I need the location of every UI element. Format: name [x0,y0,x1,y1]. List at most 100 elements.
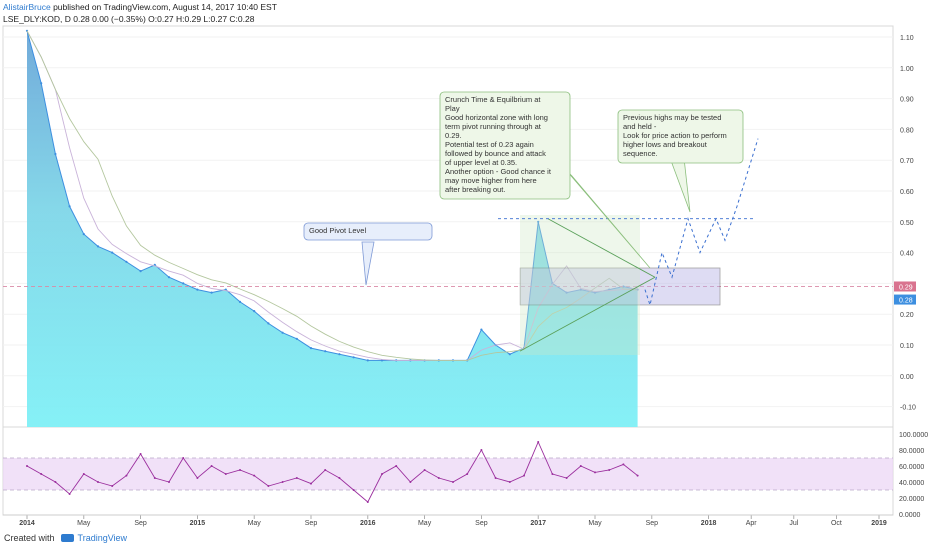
price-point [182,282,185,285]
rsi-point [196,477,199,479]
rsi-point [523,474,525,477]
time-axis: 2014 May Sep 2015 May Sep 2016 May Sep 2017 May Sep… [3,514,893,527]
price-point [210,291,213,294]
highs-note-line: Previous highs may be tested [623,113,721,122]
rsi-point [54,481,57,483]
price-tick-label: -0.10 [900,405,916,412]
pivot-price-tag [894,281,916,292]
rsi-point [622,463,625,466]
projected-path [644,138,759,307]
price-point [338,353,341,356]
tradingview-brand[interactable]: TradingView [77,533,128,543]
time-tick-label: 2014 [19,520,35,527]
rsi-series [26,440,639,503]
triangle-upper-line [547,218,656,278]
time-tick-label: 2015 [190,520,206,527]
rsi-point [423,469,426,471]
time-tick-label: 2018 [701,520,717,527]
highs-note-line: Look for price action to perform [623,131,727,140]
crunch-note-line: Play [445,104,460,113]
rsi-point [409,481,412,483]
highs-note-line: sequence. [623,149,658,158]
highs-note-line: higher lows and breakout [623,140,708,149]
pivot-note-pointer [361,241,375,286]
rsi-point [168,481,170,483]
published-text: published on TradingView.com, August 14,… [50,2,277,12]
price-point [537,220,540,223]
time-tick-label: May [418,520,432,527]
price-point [40,82,43,85]
rsi-point [366,501,369,503]
pivot-note-box [303,222,433,241]
price-point [309,347,313,350]
price-point [508,353,511,356]
rsi-point [537,441,540,443]
rsi-point [40,473,43,475]
price-tick-label: 0.50 [900,220,914,227]
time-tick-label: 2016 [360,520,376,527]
crunch-note-line: Good horizontal zone with long [445,113,548,122]
rsi-tick-label: 80.0000 [899,448,924,455]
crunch-note-line: term pivot running through at [445,122,542,131]
rsi-point [565,477,568,479]
price-tick-label: 0.90 [900,97,914,104]
rsi-point [594,471,596,474]
rsi-point [111,485,114,487]
price-point [167,276,171,279]
price-tick-label: 0.60 [900,189,914,196]
price-point [267,322,270,325]
rsi-point [395,465,398,467]
crunch-note-line: may move higher from here [445,176,537,185]
time-tick-label: Apr [746,520,758,527]
crunch-note-line: 0.29. [445,131,462,140]
rsi-point [508,481,511,483]
footer: Created with TradingView [4,533,127,543]
rsi-point [480,449,483,451]
rsi-point [68,493,71,495]
rsi-point [182,457,185,459]
price-point [139,270,142,273]
time-tick-label: May [77,520,91,527]
tradingview-logo-icon [60,534,74,542]
rsi-tick-label: 40.0000 [899,480,924,487]
rsi-point [466,473,469,475]
rsi-band [3,458,893,490]
price-tick-label: 1.10 [900,35,914,42]
time-tick-label: Sep [134,520,147,527]
rsi-point [139,453,142,455]
price-labels: 0.29 0.28 [894,281,916,305]
rsi-point [437,477,440,479]
rsi-point [579,465,582,467]
price-tick-label: 0.20 [900,312,914,319]
time-tick-label: 2017 [530,520,546,527]
rsi-point [310,482,312,485]
crunch-note-line: followed by bounce and attack [445,149,546,158]
triangle-lower-line [519,276,656,352]
time-tick-label: Sep [305,520,318,527]
ma-fast-line [26,30,638,361]
rsi-point [352,489,355,491]
rsi-tick-label: 60.0000 [899,464,924,471]
price-point [238,300,242,303]
chart-notes: Good Pivot Level Crunch Time & Equilbrium… [303,91,744,286]
rsi-tick-label: 20.0000 [899,496,924,503]
time-tick-label: May [588,520,602,527]
highs-note-box [617,109,744,164]
symbol-info: LSE_DLY:KOD, D 0.28 0.00 (−0.35%) O:0.27… [3,14,255,24]
time-tick-label: May [248,520,262,527]
author-link[interactable]: AlistairBruce [3,2,51,12]
ma-slow-line [26,30,638,361]
price-point [68,205,71,208]
rsi-point [608,469,611,471]
time-tick-label: Jul [789,520,798,527]
triangle-highlight [520,215,640,355]
rsi-point [636,474,639,477]
rsi-point [324,469,327,471]
price-tick-label: 0.80 [900,127,914,134]
rsi-point [267,485,270,487]
price-point [324,350,327,353]
rsi-point [295,477,298,479]
